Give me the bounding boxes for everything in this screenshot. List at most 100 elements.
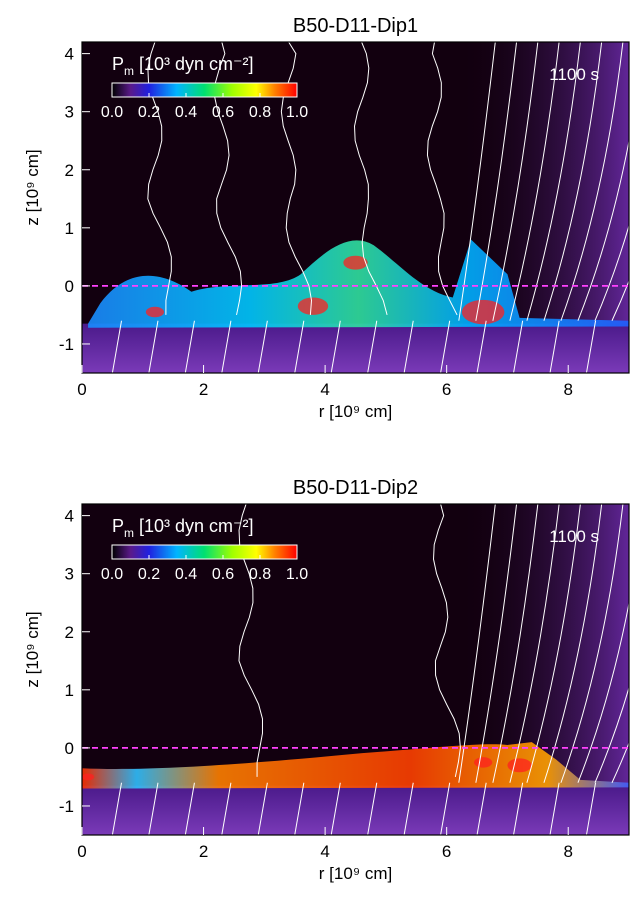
colorbar-label-main: P xyxy=(112,54,124,74)
panel-2: B50-D11-Dip2 0 2 4 6 8 -1 0 1 2 3 4 r [10⁹ cm] z [10⁹… xyxy=(23,477,630,883)
colorbar-label-units: [10³ dyn cm⁻²] xyxy=(134,54,254,74)
colorbar-label-units: [10³ dyn cm⁻²] xyxy=(134,516,254,536)
field-line xyxy=(513,782,524,835)
hotspot xyxy=(474,757,493,768)
field-line xyxy=(221,320,232,373)
x-tick-label: 0 xyxy=(77,380,86,399)
field-line xyxy=(475,42,518,321)
plot-area xyxy=(82,504,629,835)
field-line xyxy=(148,782,159,835)
field-line xyxy=(513,320,524,373)
x-tick-label: 2 xyxy=(199,842,208,861)
field-line xyxy=(440,320,451,373)
colorbar-tick-label: 0.0 xyxy=(101,104,123,121)
field-line xyxy=(611,741,629,783)
colorbar-tick-label: 1.0 xyxy=(286,104,308,121)
y-tick-label: 2 xyxy=(65,623,74,642)
field-line xyxy=(476,782,487,835)
field-line xyxy=(440,782,451,835)
field-line xyxy=(294,782,305,835)
photosphere-floor xyxy=(82,323,629,373)
x-tick-label: 8 xyxy=(563,842,572,861)
colorbar-tick-label: 0.8 xyxy=(249,104,271,121)
colorbar xyxy=(111,544,298,560)
y-axis-label: z [10⁹ cm] xyxy=(23,611,42,687)
plot-frame xyxy=(81,41,630,374)
field-line xyxy=(111,782,122,835)
colorbar-tick-label: 0.8 xyxy=(249,566,271,583)
field-line xyxy=(403,782,414,835)
field-line xyxy=(294,320,305,373)
field-line xyxy=(560,42,624,321)
field-line xyxy=(458,504,496,783)
hotspot xyxy=(507,758,532,773)
colorbar-label: Pm [10³ dyn cm⁻²] xyxy=(112,516,254,540)
x-tick-label: 2 xyxy=(199,380,208,399)
colorbar-label-sub: m xyxy=(124,64,134,78)
field-lines xyxy=(111,42,629,373)
x-tick-label: 4 xyxy=(320,842,329,861)
x-tick-label: 4 xyxy=(320,380,329,399)
field-line xyxy=(458,42,496,321)
photosphere-floor xyxy=(82,785,629,835)
time-label: 1100 s xyxy=(549,527,599,546)
y-tick-label: 0 xyxy=(65,739,74,758)
chart-title: B50-D11-Dip1 xyxy=(293,15,418,37)
field-line xyxy=(509,504,560,783)
field-line xyxy=(367,782,378,835)
field-line xyxy=(560,504,624,783)
field-line xyxy=(585,782,597,835)
colorbar-tick-label: 1.0 xyxy=(286,566,308,583)
field-line xyxy=(367,320,378,373)
x-tick-label: 0 xyxy=(77,842,86,861)
field-line xyxy=(257,782,268,835)
field-line xyxy=(585,320,597,373)
hotspot xyxy=(82,773,95,781)
x-axis-label: r [10⁹ cm] xyxy=(319,864,392,883)
colorbar-label: Pm [10³ dyn cm⁻²] xyxy=(112,54,254,78)
field-line xyxy=(475,504,518,783)
field-line xyxy=(509,42,560,321)
field-line xyxy=(330,782,341,835)
field-line xyxy=(354,42,388,316)
y-tick-label: -1 xyxy=(59,335,74,354)
field-line xyxy=(526,504,581,783)
colorbar-tick-label: 0.6 xyxy=(212,104,234,121)
field-line xyxy=(426,42,458,316)
y-tick-label: 3 xyxy=(65,103,74,122)
pressure-band xyxy=(82,742,629,789)
colorbar-label-sub: m xyxy=(124,526,134,540)
field-line xyxy=(111,320,122,373)
time-label: 1100 s xyxy=(549,65,599,84)
y-tick-label: 4 xyxy=(65,45,74,64)
y-tick-label: 3 xyxy=(65,565,74,584)
x-tick-label: 8 xyxy=(563,380,572,399)
hotspot xyxy=(145,306,165,318)
colorbar-tick-label: 0.2 xyxy=(138,566,160,583)
field-line xyxy=(594,223,629,321)
colorbar-tick-label: 0.0 xyxy=(101,566,123,583)
field-line xyxy=(543,504,603,783)
field-line xyxy=(148,320,159,373)
field-line xyxy=(184,320,195,373)
colorbar-tick-label: 0.4 xyxy=(175,566,197,583)
y-axis-label: z [10⁹ cm] xyxy=(23,149,42,225)
field-line xyxy=(526,42,581,321)
field-line xyxy=(577,138,629,321)
field-line xyxy=(549,782,560,835)
plot-frame xyxy=(81,503,630,836)
hotspot xyxy=(343,255,368,270)
field-line xyxy=(611,279,629,321)
hotspot xyxy=(461,299,505,325)
colorbar xyxy=(111,82,298,98)
field-line xyxy=(184,782,195,835)
field-lines xyxy=(111,504,629,835)
field-line xyxy=(492,42,539,321)
colorbar-tick-label: 0.2 xyxy=(138,104,160,121)
y-tick-label: 1 xyxy=(65,219,74,238)
y-tick-label: 2 xyxy=(65,161,74,180)
panel-1: B50-D11-Dip1 0 2 4 6 8 -1 0 1 2 3 4 r [10⁹ cm] z [10⁹… xyxy=(23,15,630,421)
field-line xyxy=(492,504,539,783)
field-line xyxy=(577,600,629,783)
